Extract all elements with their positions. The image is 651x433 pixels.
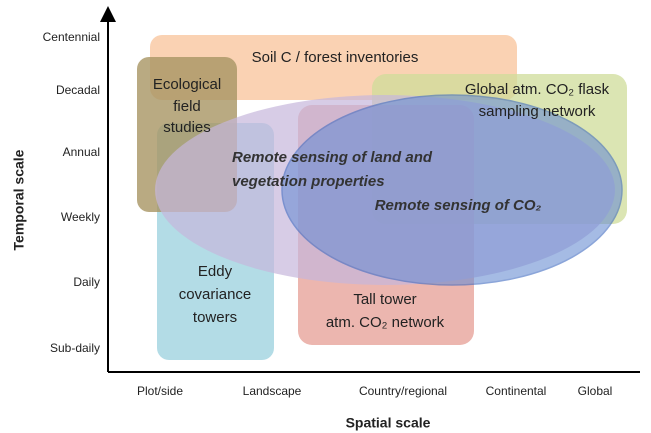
co2-ellipse	[281, 94, 623, 286]
region-label: vegetation properties	[232, 173, 385, 190]
x-tick-label: Country/regional	[359, 384, 447, 398]
x-tick-label: Plot/side	[137, 384, 183, 398]
region-label: atm. CO₂ network	[326, 314, 445, 331]
y-tick-label: Daily	[73, 275, 100, 289]
region-label: sampling network	[479, 103, 596, 120]
x-axis-title: Spatial scale	[346, 415, 431, 431]
region-label: Remote sensing of land and	[232, 149, 433, 166]
y-tick-label: Centennial	[43, 30, 100, 44]
y-axis-title: Temporal scale	[11, 149, 27, 250]
region-label: Tall tower	[353, 291, 416, 308]
region-label: Remote sensing of CO₂	[375, 197, 542, 214]
x-tick-label: Continental	[486, 384, 547, 398]
region-label: towers	[193, 309, 237, 326]
region-label: Eddy	[198, 263, 233, 280]
y-tick-label: Sub-daily	[50, 341, 100, 355]
region-label: Ecological	[153, 76, 221, 93]
x-tick-label: Landscape	[243, 384, 302, 398]
y-tick-label: Annual	[63, 145, 100, 159]
region-label: Global atm. CO₂ flask	[465, 81, 610, 98]
region-label: field	[173, 98, 201, 115]
y-tick-label: Weekly	[61, 210, 100, 224]
region-label: Soil C / forest inventories	[252, 49, 419, 66]
y-tick-label: Decadal	[56, 83, 100, 97]
x-tick-label: Global	[578, 384, 613, 398]
region-label: covariance	[179, 286, 252, 303]
region-label: studies	[163, 119, 211, 136]
